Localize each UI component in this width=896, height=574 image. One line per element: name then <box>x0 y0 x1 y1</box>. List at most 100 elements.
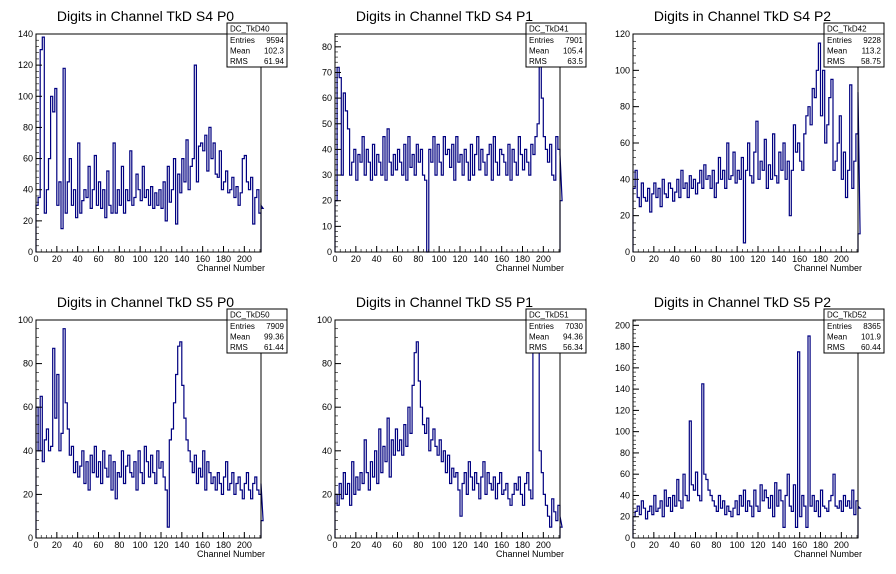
stats-name: DC_TkD40 <box>230 25 270 34</box>
stats-value: 61.94 <box>264 57 285 66</box>
y-tick-label: 180 <box>615 342 630 352</box>
x-axis-label: Channel Number <box>197 549 265 559</box>
stats-value: 94.36 <box>563 333 584 342</box>
stats-box <box>823 308 885 354</box>
x-tick-label: 0 <box>630 254 635 264</box>
y-tick-label: 20 <box>322 489 332 499</box>
y-tick-label: 60 <box>620 469 630 479</box>
y-tick-label: 60 <box>620 138 630 148</box>
histogram-panel: Digits in Channel TkD S4 P1 0 10 20 30 40 50 60… <box>322 8 587 273</box>
stats-label: Entries <box>827 322 852 331</box>
x-tick-label: 40 <box>670 540 680 550</box>
x-tick-label: 60 <box>392 254 402 264</box>
x-tick-label: 120 <box>452 540 467 550</box>
y-tick-label: 100 <box>615 427 630 437</box>
y-tick-label: 40 <box>620 174 630 184</box>
stats-label: RMS <box>529 57 547 66</box>
stats-label: Mean <box>827 47 847 56</box>
stats-value: 113.2 <box>862 47 882 56</box>
y-tick-label: 20 <box>322 196 332 206</box>
stats-value: 9228 <box>863 36 881 45</box>
stats-value: 8365 <box>863 322 881 331</box>
chart-title: Digits in Channel TkD S4 P2 <box>654 8 831 24</box>
x-axis-label: Channel Number <box>496 263 564 273</box>
x-tick-label: 20 <box>649 540 659 550</box>
y-tick-label: 100 <box>317 315 332 325</box>
y-tick-label: 40 <box>23 446 33 456</box>
x-tick-label: 180 <box>515 540 530 550</box>
y-tick-label: 0 <box>625 247 630 257</box>
x-tick-label: 180 <box>216 254 231 264</box>
y-tick-label: 120 <box>615 405 630 415</box>
stats-value: 7909 <box>266 322 284 331</box>
y-tick-label: 40 <box>322 446 332 456</box>
y-tick-label: 0 <box>28 533 33 543</box>
stats-label: Entries <box>230 36 255 45</box>
y-tick-label: 80 <box>23 359 33 369</box>
y-tick-label: 100 <box>615 65 630 75</box>
y-tick-label: 60 <box>322 402 332 412</box>
y-tick-label: 80 <box>620 102 630 112</box>
x-tick-label: 200 <box>536 254 551 264</box>
chart-title: Digits in Channel TkD S5 P2 <box>654 294 831 310</box>
y-tick-label: 60 <box>322 93 332 103</box>
x-tick-label: 40 <box>372 540 382 550</box>
x-tick-label: 20 <box>52 540 62 550</box>
x-tick-label: 0 <box>630 540 635 550</box>
x-tick-label: 0 <box>332 540 337 550</box>
stats-value: 7901 <box>565 36 583 45</box>
chart-title: Digits in Channel TkD S4 P0 <box>57 8 234 24</box>
x-tick-label: 100 <box>133 254 148 264</box>
x-tick-label: 200 <box>237 540 252 550</box>
chart-title: Digits in Channel TkD S4 P1 <box>356 8 533 24</box>
stats-label: Entries <box>529 322 554 331</box>
x-tick-label: 80 <box>711 254 721 264</box>
x-tick-label: 20 <box>351 540 361 550</box>
x-tick-label: 140 <box>174 540 189 550</box>
stats-name: DC_TkD52 <box>827 311 867 320</box>
chart-title: Digits in Channel TkD S5 P1 <box>356 294 533 310</box>
stats-label: RMS <box>230 343 248 352</box>
x-tick-label: 80 <box>413 254 423 264</box>
y-tick-label: 10 <box>322 221 332 231</box>
stats-value: 61.44 <box>264 343 285 352</box>
x-tick-label: 0 <box>33 540 38 550</box>
histogram-series-line <box>632 42 861 252</box>
x-tick-label: 180 <box>216 540 231 550</box>
x-tick-label: 60 <box>93 540 103 550</box>
x-tick-label: 120 <box>153 254 168 264</box>
histogram-panel: Digits in Channel TkD S5 P0 0 20 40 60 80 100 0… <box>18 294 288 559</box>
stats-label: Mean <box>529 47 549 56</box>
y-tick-label: 40 <box>23 185 33 195</box>
stats-name: DC_TkD51 <box>529 311 569 320</box>
plot-frame <box>35 319 262 539</box>
x-tick-label: 200 <box>834 254 849 264</box>
x-tick-label: 140 <box>771 540 786 550</box>
x-axis-label: Channel Number <box>496 549 564 559</box>
x-axis-label: Channel Number <box>794 549 862 559</box>
y-tick-label: 120 <box>18 60 33 70</box>
y-tick-label: 0 <box>625 533 630 543</box>
stats-value: 7030 <box>565 322 583 331</box>
y-tick-label: 160 <box>615 363 630 373</box>
plot-frame <box>334 33 561 253</box>
x-tick-label: 140 <box>174 254 189 264</box>
x-tick-label: 20 <box>649 254 659 264</box>
stats-label: Entries <box>230 322 255 331</box>
x-tick-label: 80 <box>413 540 423 550</box>
histogram-panel: Digits in Channel TkD S5 P1 0 20 40 60 80 100 0… <box>317 294 587 559</box>
y-tick-label: 120 <box>615 29 630 39</box>
stats-label: Mean <box>827 333 847 342</box>
y-tick-label: 20 <box>23 216 33 226</box>
stats-label: Mean <box>230 47 250 56</box>
stats-box <box>226 22 288 68</box>
x-tick-label: 140 <box>473 540 488 550</box>
x-tick-label: 180 <box>813 540 828 550</box>
x-tick-label: 160 <box>792 540 807 550</box>
histogram-panel: Digits in Channel TkD S5 P2 0 20 40 60 80 100 1… <box>615 294 885 559</box>
y-tick-label: 70 <box>322 67 332 77</box>
x-tick-label: 120 <box>750 254 765 264</box>
x-tick-label: 180 <box>813 254 828 264</box>
stats-label: RMS <box>827 57 845 66</box>
